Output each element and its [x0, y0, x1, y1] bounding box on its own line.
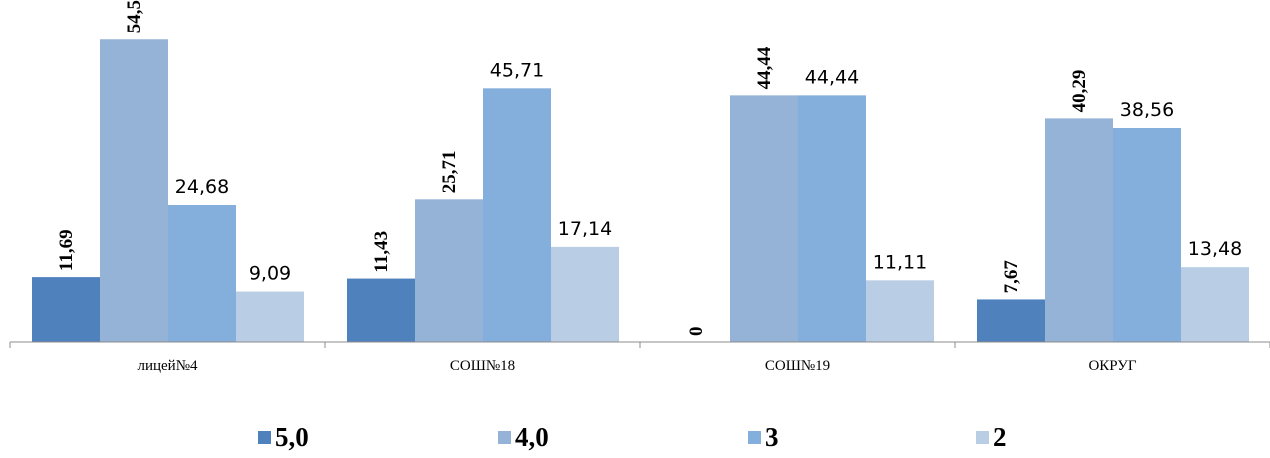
- bar-1: [347, 278, 415, 342]
- legend-item: 3: [748, 422, 779, 452]
- value-labels-group: 11,69 54,55 24,68 9,09 11,43 25,71 45,71 17,14 0…: [56, 0, 1242, 336]
- data-label: 24,68: [175, 176, 229, 198]
- bar-2: [1045, 118, 1113, 342]
- legend-label: 5,0: [275, 422, 309, 452]
- data-label: 45,71: [490, 59, 544, 81]
- data-label: 11,69: [56, 229, 77, 271]
- data-label: 40,29: [1069, 70, 1090, 113]
- bar-1: [32, 277, 100, 342]
- legend-swatch: [748, 430, 761, 444]
- data-label: 0: [686, 327, 707, 337]
- bars-group: [32, 39, 1249, 343]
- category-label: ОКРУГ: [1088, 358, 1136, 374]
- bar-4: [866, 280, 934, 342]
- bar-3: [1113, 127, 1181, 342]
- legend-label: 4,0: [515, 422, 549, 452]
- data-label: 17,14: [558, 218, 612, 240]
- data-label: 44,44: [754, 46, 775, 89]
- legend-label: 2: [993, 422, 1007, 452]
- category-label: СОШ№19: [765, 358, 830, 374]
- data-label: 7,67: [1001, 260, 1022, 294]
- category-label: лицей№4: [137, 358, 198, 374]
- bar-chart: 11,69 54,55 24,68 9,09 11,43 25,71 45,71 17,14 0…: [9, 0, 1270, 374]
- data-label: 38,56: [1120, 99, 1174, 121]
- legend-item: 5,0: [258, 422, 309, 452]
- category-label: СОШ№18: [450, 358, 515, 374]
- legend-label: 3: [765, 422, 779, 452]
- legend-swatch: [498, 430, 511, 444]
- bar-3: [798, 95, 866, 342]
- category-labels-group: лицей№4 СОШ№18 СОШ№19 ОКРУГ: [137, 358, 1136, 374]
- data-label: 11,11: [873, 251, 927, 273]
- x-axis-ticks: [9, 342, 1270, 348]
- legend-swatch: [976, 430, 989, 444]
- legend-swatch: [258, 430, 271, 444]
- legend-item: 2: [976, 422, 1007, 452]
- bar-2: [730, 95, 798, 342]
- bar-2: [100, 39, 168, 343]
- bar-1: [977, 299, 1045, 342]
- data-label: 44,44: [805, 66, 859, 88]
- data-label: 11,43: [371, 231, 392, 273]
- bar-3: [168, 205, 236, 342]
- bar-4: [1181, 267, 1249, 342]
- bar-4: [551, 246, 619, 342]
- data-label: 25,71: [439, 151, 460, 194]
- data-label: 13,48: [1188, 238, 1242, 260]
- data-label: 9,09: [249, 263, 291, 285]
- bar-2: [415, 199, 483, 342]
- data-label: 54,55: [124, 0, 145, 33]
- legend-item: 4,0: [498, 422, 549, 452]
- bar-4: [236, 291, 304, 342]
- legend: 5,0 4,0 3 2: [0, 422, 1270, 458]
- bar-3: [483, 88, 551, 342]
